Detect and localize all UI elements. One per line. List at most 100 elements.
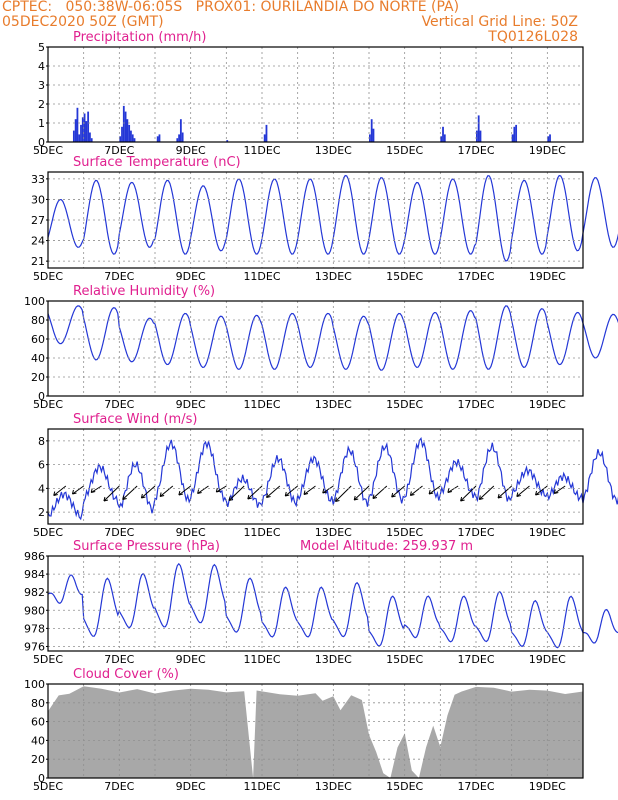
wind-arrow	[303, 485, 316, 495]
wind-xtick: 9DEC	[176, 526, 206, 539]
cloud-ytick: 40	[31, 734, 45, 747]
precip-xtick: 19DEC	[529, 144, 566, 157]
precip-bar	[443, 134, 446, 142]
wind-arrow	[216, 485, 227, 493]
cloud-ytick: 0	[38, 772, 45, 785]
precip-bar	[263, 134, 266, 142]
wind-arrow	[197, 485, 209, 494]
wind-ytick: 6	[38, 459, 45, 472]
cloud-xtick: 7DEC	[104, 780, 134, 793]
panel-rh: 0 20 40 60 80 100 5DEC 7DEC 9DEC 11DEC 13DEC 15DEC 1…	[24, 284, 618, 411]
header-line3-right: TQ0126L028	[488, 29, 578, 45]
wind-xtick: 15DEC	[386, 526, 423, 539]
precip-bar	[85, 121, 88, 142]
wind-arrow	[159, 485, 174, 497]
precip-ytick: 0	[38, 136, 45, 149]
rh-xtick: 11DEC	[243, 398, 280, 411]
pressure-xtick: 19DEC	[529, 653, 566, 666]
pressure-xtick: 5DEC	[33, 653, 63, 666]
wind-xtick: 5DEC	[33, 526, 63, 539]
precip-bar	[89, 132, 91, 142]
wind-arrow	[284, 485, 298, 497]
wind-arrow	[53, 485, 67, 496]
precip-bar	[547, 136, 550, 142]
rh-ytick: 60	[31, 333, 45, 346]
pressure-xtick: 7DEC	[104, 653, 134, 666]
precip-bar	[87, 111, 90, 142]
precip-bar	[83, 113, 86, 142]
temp-xtick: 17DEC	[457, 270, 494, 283]
temp-xtick: 19DEC	[529, 270, 566, 283]
pressure-xtick: 9DEC	[176, 653, 206, 666]
precip-bar	[81, 117, 84, 142]
cloud-xtick: 5DEC	[33, 780, 63, 793]
cloud-ytick: 60	[31, 716, 45, 729]
wind-xtick: 19DEC	[529, 526, 566, 539]
precip-bar	[124, 111, 127, 142]
wind-xtick: 13DEC	[315, 526, 352, 539]
cloud-xtick: 9DEC	[176, 780, 206, 793]
precip-bar	[226, 140, 229, 142]
wind-arrow	[322, 485, 334, 494]
precip-bar	[476, 130, 478, 142]
pressure-ytick: 986	[24, 550, 45, 563]
wind-arrow	[72, 485, 84, 495]
rh-ytick: 80	[31, 314, 45, 327]
temp-ytick: 24	[31, 235, 45, 248]
precip-xtick: 17DEC	[457, 144, 494, 157]
cloud-xtick: 19DEC	[529, 780, 566, 793]
cloud-xtick: 17DEC	[457, 780, 494, 793]
temp-ytick: 30	[31, 193, 45, 206]
precip-bar	[549, 134, 551, 142]
rh-ytick: 0	[38, 390, 45, 403]
precip-bar	[181, 132, 184, 142]
precip-bar	[80, 124, 82, 142]
precip-xtick: 13DEC	[315, 144, 352, 157]
rh-xtick: 17DEC	[457, 398, 494, 411]
precip-bar	[121, 126, 123, 142]
wind-arrow	[535, 485, 548, 496]
precip-bar	[477, 115, 480, 142]
temp-title: Surface Temperature (nC)	[73, 155, 241, 170]
wind-ytick: 8	[38, 435, 45, 448]
wind-arrow	[553, 485, 566, 494]
panel-precip: 0 1 2 3 4 5 5DEC 7DEC 9DEC 11DEC 13DEC 15DEC 17DEC 19…	[33, 30, 584, 157]
rh-xtick: 5DEC	[33, 398, 63, 411]
precip-bar	[515, 124, 518, 142]
precip-xtick: 15DEC	[386, 144, 423, 157]
precip-xtick: 5DEC	[33, 144, 63, 157]
cloud-xtick: 11DEC	[243, 780, 280, 793]
cloud-xtick: 13DEC	[315, 780, 352, 793]
rh-xtick: 15DEC	[386, 398, 423, 411]
wind-arrow	[478, 485, 495, 500]
rh-xtick: 7DEC	[104, 398, 134, 411]
precip-bar	[372, 128, 375, 142]
rh-title: Relative Humidity (%)	[73, 284, 215, 299]
header-line1: CPTEC: 050:38W-06:05S PROX01: OURILANDIA…	[2, 0, 460, 15]
precip-ytick: 2	[38, 98, 45, 111]
precip-bar	[126, 119, 129, 142]
precip-bar	[76, 107, 79, 142]
temp-ytick: 27	[31, 214, 45, 227]
pressure-xtick: 11DEC	[243, 653, 280, 666]
temp-xtick: 5DEC	[33, 270, 63, 283]
panel-pressure: 976 978 980 982 984 986 5DEC 7DEC 9DEC 11DEC 13DEC…	[24, 539, 618, 666]
precip-bar	[178, 134, 180, 142]
precip-bar	[513, 126, 516, 142]
cloud-area	[48, 686, 583, 778]
wind-xtick: 7DEC	[104, 526, 134, 539]
precip-ytick: 3	[38, 79, 45, 92]
wind-arrow	[141, 485, 156, 499]
rh-ytick: 20	[31, 371, 45, 384]
wind-arrow	[228, 485, 245, 501]
cloud-title: Cloud Cover (%)	[73, 667, 179, 682]
precip-bar	[119, 136, 122, 142]
precip-bar	[370, 119, 373, 142]
wind-ytick: 4	[38, 482, 45, 495]
precip-ytick: 4	[38, 60, 45, 73]
panel-wind: 2 4 6 8 5DEC 7DEC 9DEC 11DEC 13DEC 15DEC 17DEC 19DE…	[33, 412, 618, 539]
wind-arrow	[391, 485, 405, 498]
temp-xtick: 15DEC	[386, 270, 423, 283]
cloud-ytick: 100	[24, 678, 45, 691]
